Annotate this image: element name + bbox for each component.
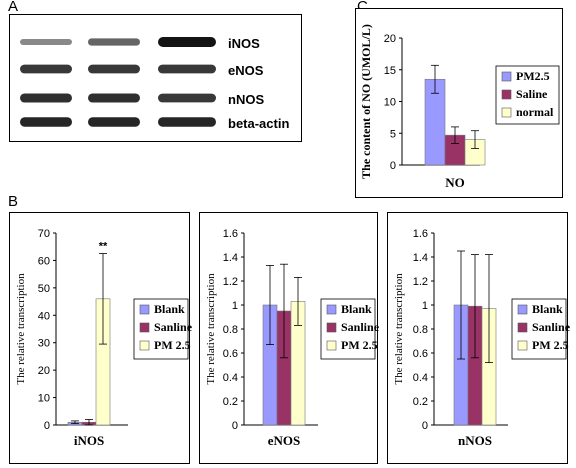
band-label-inos: iNOS [228, 36, 260, 51]
legend-swatch [517, 340, 528, 351]
y-tick-label: 0 [390, 160, 396, 172]
blot-band [158, 64, 216, 74]
legend-label: Sanline [154, 320, 193, 334]
y-tick-label: 1.6 [223, 228, 238, 240]
legend-label: PM 2.5 [154, 338, 191, 352]
y-tick-label: 70 [38, 228, 50, 240]
y-tick-label: 50 [38, 283, 50, 295]
chart-b1-frame: 0 10 20 30 40 50 60 70 ** iNOS The relative transc… [9, 212, 193, 464]
blot-band [88, 93, 140, 103]
blot-band [88, 117, 140, 127]
category-label: iNOS [74, 433, 104, 448]
legend-swatch [517, 304, 528, 315]
y-tick-label: 1.2 [223, 276, 238, 288]
legend-swatch [326, 340, 337, 351]
band-label-enos: eNOS [228, 63, 264, 78]
y-tick-label: 40 [38, 310, 50, 322]
panel-letter-b: B [8, 193, 19, 210]
chart-c: 0 5 10 15 20 NO The content of NO (UMOL/L) PM2.… [359, 24, 560, 190]
blot-band [20, 117, 72, 127]
legend-label: Sanline [532, 320, 571, 334]
legend-label: Sanline [341, 320, 380, 334]
y-tick-label: 30 [38, 338, 50, 350]
legend-label: PM 2.5 [341, 338, 378, 352]
legend-swatch [139, 340, 150, 351]
y-tick-label: 20 [38, 365, 50, 377]
y-tick-label: 1.4 [413, 252, 428, 264]
blot-band [20, 93, 72, 103]
blot-band [158, 37, 216, 47]
y-tick-label: 5 [390, 128, 396, 140]
y-tick-label: 0.8 [413, 324, 428, 336]
category-label: NO [445, 175, 465, 190]
chart-b2: 0 0.2 0.4 0.6 0.8 1 1.2 1.4 1.6 eNOS The relative … [205, 228, 380, 448]
blot-bands [20, 37, 216, 127]
legend-label: Blank [532, 302, 563, 316]
chart-c-frame: 0 5 10 15 20 NO The content of NO (UMOL/L) PM2.… [355, 8, 563, 198]
blot-band [20, 64, 72, 74]
y-axis-label: The relative transcription [15, 273, 27, 385]
band-label-nnos: nNOS [228, 92, 265, 107]
panel-letter-a: A [8, 0, 19, 15]
y-tick-label: 10 [38, 393, 50, 405]
chart-b3: 0 0.2 0.4 0.6 0.8 1 1.2 1.4 1.6 nNOS The relative … [393, 228, 571, 448]
y-tick-label: 10 [384, 97, 396, 109]
legend-swatch [501, 71, 512, 82]
y-tick-label: 0.8 [223, 324, 238, 336]
y-tick-label: 1.4 [223, 252, 238, 264]
legend-label: normal [516, 105, 554, 119]
category-label: nNOS [458, 433, 492, 448]
y-tick-label: 0.6 [413, 348, 428, 360]
legend-label: PM2.5 [516, 69, 550, 83]
legend-swatch [501, 107, 512, 118]
y-tick-label: 1.2 [413, 276, 428, 288]
blot-band [20, 38, 72, 46]
y-tick-label: 0.2 [223, 396, 238, 408]
legend-swatch [501, 89, 512, 100]
y-tick-label: 1 [422, 300, 428, 312]
blot-band [158, 117, 216, 127]
chart-b2-frame: 0 0.2 0.4 0.6 0.8 1 1.2 1.4 1.6 eNOS The relative … [199, 212, 380, 464]
y-tick-label: 0 [232, 420, 238, 432]
y-tick-label: 15 [384, 65, 396, 77]
legend-label: Blank [154, 302, 185, 316]
y-tick-label: 0 [422, 420, 428, 432]
chart-b3-frame: 0 0.2 0.4 0.6 0.8 1 1.2 1.4 1.6 nNOS The relative … [387, 212, 571, 464]
y-tick-label: 20 [384, 33, 396, 45]
y-tick-label: 0 [44, 420, 50, 432]
category-label: eNOS [268, 433, 301, 448]
legend-label: Blank [341, 302, 372, 316]
y-tick-label: 60 [38, 255, 50, 267]
legend-swatch [326, 322, 337, 333]
legend-swatch [517, 322, 528, 333]
legend-swatch [139, 322, 150, 333]
y-tick-label: 0.2 [413, 396, 428, 408]
y-axis-label: The content of NO (UMOL/L) [359, 24, 373, 179]
western-blot: iNOS eNOS nNOS beta-actin [9, 14, 302, 142]
blot-band [158, 93, 216, 103]
panel-letter-c: C [357, 0, 368, 15]
y-tick-label: 0.4 [223, 372, 238, 384]
y-tick-label: 1 [232, 300, 238, 312]
blot-band [88, 38, 140, 46]
legend-swatch [139, 304, 150, 315]
legend-swatch [326, 304, 337, 315]
blot-band [88, 64, 140, 74]
band-label-beta-actin: beta-actin [228, 116, 290, 131]
y-tick-label: 1.6 [413, 228, 428, 240]
y-tick-label: 0.4 [413, 372, 428, 384]
legend-label: Saline [516, 87, 548, 101]
y-axis-label: The relative transcription [393, 273, 405, 385]
y-axis-label: The relative transcription [205, 273, 217, 385]
chart-b1: 0 10 20 30 40 50 60 70 ** iNOS The relative transc… [15, 228, 193, 448]
y-tick-label: 0.6 [223, 348, 238, 360]
legend-label: PM 2.5 [532, 338, 569, 352]
significance-label: ** [99, 241, 108, 253]
